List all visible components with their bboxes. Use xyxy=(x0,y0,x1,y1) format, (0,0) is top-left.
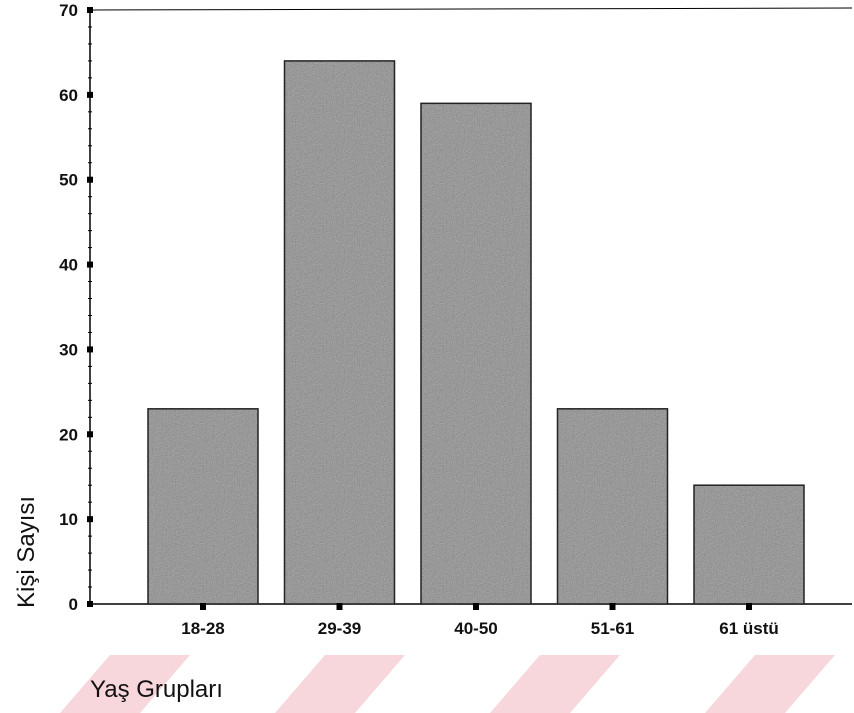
y-major-tick xyxy=(87,91,93,98)
y-major-tick xyxy=(87,261,93,268)
y-major-tick xyxy=(87,7,93,13)
bar xyxy=(556,408,669,605)
x-major-tick xyxy=(609,603,616,610)
y-tick-label: 40 xyxy=(59,256,78,275)
y-tick-label: 60 xyxy=(59,86,78,105)
y-tick-label: 50 xyxy=(59,171,78,190)
watermark-stripe xyxy=(60,655,190,713)
x-axis-title: Yaş Grupları xyxy=(90,676,223,703)
y-tick-label: 70 xyxy=(59,1,78,20)
x-tick-label: 29-39 xyxy=(318,619,361,638)
y-tick-label: 0 xyxy=(69,595,78,614)
x-major-tick xyxy=(473,603,479,610)
x-major-tick xyxy=(746,603,752,610)
x-major-tick xyxy=(200,603,206,610)
watermark-stripe xyxy=(275,655,405,713)
y-major-tick xyxy=(87,176,93,183)
y-major-tick xyxy=(87,516,93,523)
x-tick-label: 51-61 xyxy=(591,619,634,638)
x-tick-label: 61 üstü xyxy=(719,619,779,638)
y-tick-label: 20 xyxy=(59,425,78,444)
y-major-tick xyxy=(87,346,93,353)
y-tick-label: 10 xyxy=(59,510,78,529)
watermark-stripes xyxy=(60,655,835,713)
watermark-stripe xyxy=(705,655,835,713)
y-major-tick xyxy=(87,601,93,607)
bar xyxy=(420,102,532,605)
bar xyxy=(147,408,259,605)
bar xyxy=(283,60,396,605)
top-frame-line xyxy=(89,7,853,11)
bar xyxy=(693,484,805,605)
x-tick-label: 40-50 xyxy=(454,619,497,638)
x-tick-label: 18-28 xyxy=(181,619,224,638)
y-tick-label: 30 xyxy=(59,340,78,359)
bars xyxy=(147,60,805,605)
y-axis-title: Kişi Sayısı xyxy=(13,496,40,608)
watermark-stripe xyxy=(490,655,620,713)
y-major-tick xyxy=(87,431,93,438)
x-axis-ticks: 18-28 29-39 40-50 51-61 61 üstü xyxy=(181,603,779,638)
x-major-tick xyxy=(336,603,343,610)
y-axis-ticks: 0 10 20 30 40 50 60 70 xyxy=(59,1,93,614)
